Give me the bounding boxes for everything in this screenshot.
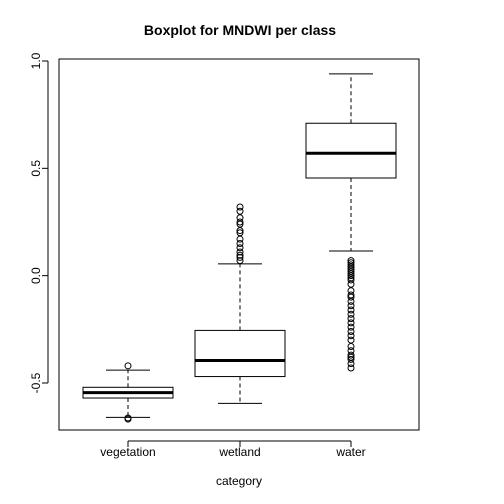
x-tick-label: vegetation [100, 445, 155, 459]
outlier-point [347, 355, 355, 363]
y-axis: -0.5 0.0 0.5 1.0 [29, 52, 49, 393]
outlier-point [124, 415, 132, 423]
iqr-box [305, 122, 397, 179]
box-wetland [194, 203, 286, 404]
outlier-point [347, 327, 355, 335]
outlier-point [347, 280, 355, 288]
outlier-point [347, 293, 355, 301]
outlier-point [236, 235, 244, 243]
outlier-point [236, 239, 244, 247]
boxes [82, 73, 397, 423]
x-tick-label: wetland [218, 445, 260, 459]
outlier-point [236, 207, 244, 215]
outlier-point [236, 248, 244, 256]
outlier-point [347, 332, 355, 340]
outlier-point [236, 229, 244, 237]
outlier-point [347, 272, 355, 280]
outlier-point [236, 218, 244, 226]
outlier-point [347, 351, 355, 359]
x-tick-label: water [335, 445, 365, 459]
outlier-point [236, 214, 244, 222]
box-vegetation [82, 362, 174, 423]
box-water [305, 73, 397, 372]
outlier-point [236, 251, 244, 259]
y-tick-label: -0.5 [29, 372, 43, 393]
outlier-point [347, 297, 355, 305]
y-tick-label: 0.0 [29, 267, 43, 284]
outlier-point [236, 244, 244, 252]
iqr-box [194, 329, 286, 378]
y-tick-label: 1.0 [29, 52, 43, 69]
outlier-point [236, 203, 244, 211]
x-axis: vegetation wetland water [100, 440, 366, 459]
outlier-point [236, 253, 244, 261]
outlier-point [347, 319, 355, 327]
outlier-point [347, 276, 355, 284]
outlier-point [347, 315, 355, 323]
chart-title: Boxplot for MNDWI per class [144, 22, 336, 38]
outlier-point [347, 302, 355, 310]
outlier-point [236, 257, 244, 265]
y-tick-label: 0.5 [29, 160, 43, 177]
x-axis-label: category [216, 474, 262, 488]
outlier-point [124, 362, 132, 370]
outlier-point [347, 360, 355, 368]
outlier-point [347, 343, 355, 351]
outlier-point [347, 323, 355, 331]
plot-frame [58, 58, 420, 431]
outlier-point [347, 306, 355, 314]
outlier-point [347, 364, 355, 372]
outlier-point [347, 336, 355, 344]
outlier-point [347, 310, 355, 318]
